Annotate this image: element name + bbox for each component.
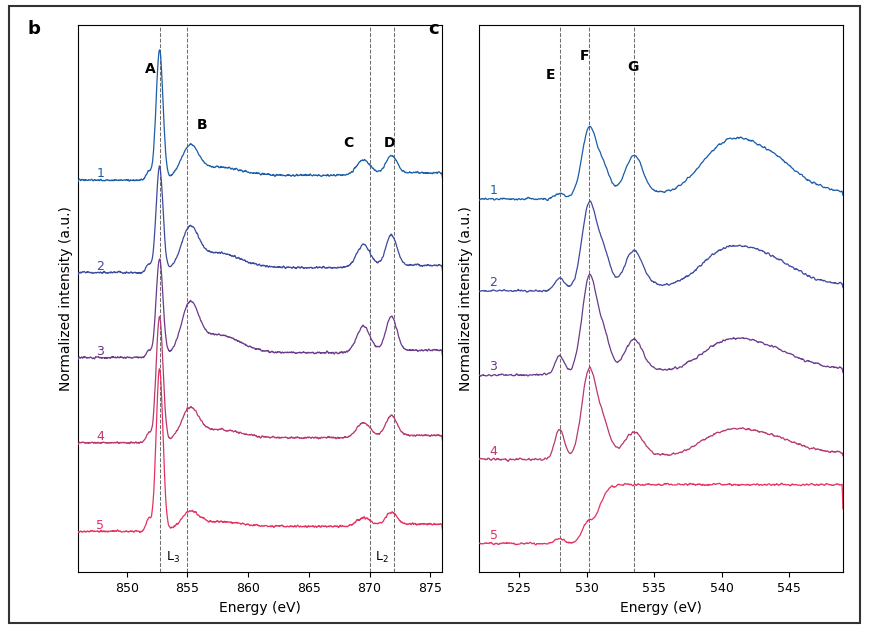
Text: 2: 2 — [489, 276, 497, 289]
X-axis label: Energy (eV): Energy (eV) — [219, 601, 302, 615]
Text: 3: 3 — [489, 360, 497, 374]
Text: B: B — [197, 118, 208, 131]
Y-axis label: Normalized intensity (a.u.): Normalized intensity (a.u.) — [459, 206, 474, 391]
Text: G: G — [627, 60, 639, 74]
Text: A: A — [145, 62, 156, 76]
Text: L$_3$: L$_3$ — [166, 550, 180, 565]
Text: 1: 1 — [96, 167, 104, 181]
Y-axis label: Normalized intensity (a.u.): Normalized intensity (a.u.) — [58, 206, 73, 391]
Text: 1: 1 — [489, 184, 497, 198]
Text: E: E — [547, 68, 555, 82]
Text: L$_2$: L$_2$ — [375, 550, 388, 565]
Text: 4: 4 — [489, 445, 497, 457]
X-axis label: Energy (eV): Energy (eV) — [620, 601, 702, 615]
Text: 2: 2 — [96, 260, 104, 273]
Text: F: F — [580, 48, 589, 63]
Text: b: b — [27, 19, 40, 38]
Text: 5: 5 — [96, 519, 104, 532]
Text: 4: 4 — [96, 430, 104, 443]
Text: D: D — [384, 136, 395, 150]
Text: 5: 5 — [489, 529, 498, 542]
Text: 3: 3 — [96, 345, 104, 358]
Text: c: c — [428, 19, 439, 38]
Text: C: C — [343, 136, 353, 150]
